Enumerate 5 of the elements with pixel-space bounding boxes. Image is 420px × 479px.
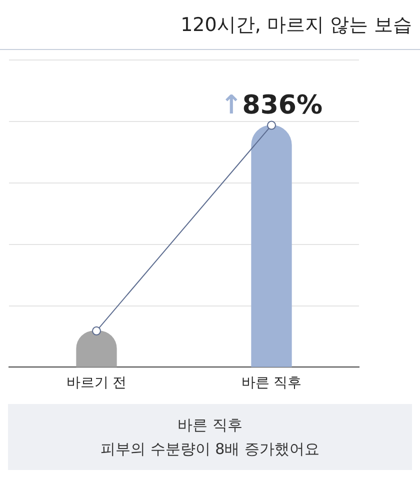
x-tick-label: 바르기 전 xyxy=(66,375,127,392)
annotation: ↑836% xyxy=(220,90,323,120)
text: 피부의 수분량이 8배 증가했어요 xyxy=(100,439,320,460)
text: 바른 직후 xyxy=(178,415,242,436)
chart-title: 120시간, 마르지 않는 보습 xyxy=(0,0,420,50)
